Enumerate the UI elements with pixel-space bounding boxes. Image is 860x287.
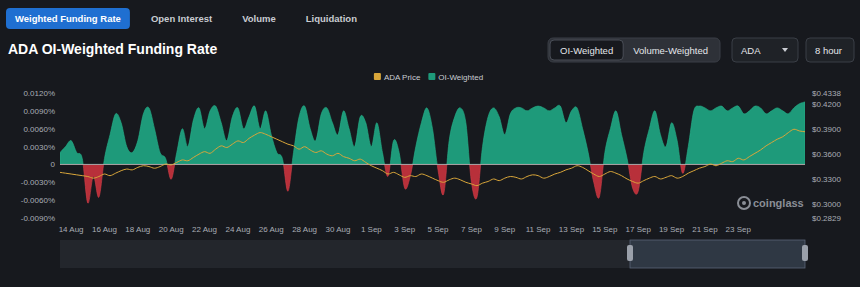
y2-tick-label: $0.4338 [812,89,841,98]
x-tick-label: 19 Sep [659,225,685,234]
legend-swatch [428,73,435,80]
funding-area-negative [60,164,805,203]
x-tick-label: 5 Sep [428,225,449,234]
legend-item[interactable]: OI-Weighted [428,73,483,82]
watermark: coinglass [738,197,804,209]
y-tick-label: 0 [51,160,56,169]
plot-area [60,102,805,203]
selector-box [806,38,854,62]
toggle-option-label: Volume-Weighted [633,45,708,56]
y2-tick-label: $0.3300 [812,175,841,184]
navigator-window [630,240,805,268]
tab-label: Weighted Funding Rate [15,13,121,24]
toggle-option-label: OI-Weighted [560,45,613,56]
legend: ADA Price OI-Weighted [374,73,483,82]
tab[interactable]: Weighted Funding Rate [6,8,130,29]
x-tick-label: 28 Aug [292,225,317,234]
y-tick-label: 0.0060% [23,125,55,134]
x-tick-label: 3 Sep [394,225,415,234]
toggle-option-bg [623,40,718,60]
tab-label: Open Interest [151,13,213,24]
y2-tick-label: $0.3000 [812,200,841,209]
watermark-icon-dot [742,201,746,205]
y2-tick-label: $0.4200 [812,100,841,109]
toggle-option[interactable]: OI-Weighted [550,40,623,60]
toggle-group: OI-Weighted Volume-Weighted [548,38,720,62]
legend-swatch [374,73,381,80]
legend-label: OI-Weighted [438,73,483,82]
y-tick-label: 0.0090% [23,107,55,116]
y-tick-label: -0.0030% [21,178,55,187]
x-tick-label: 18 Aug [125,225,150,234]
background [0,0,860,287]
watermark-icon [738,197,750,209]
tab-background [6,8,130,29]
x-tick-label: 7 Sep [461,225,482,234]
selector-label: 8 hour [815,45,842,56]
y-tick-label: 0.0120% [23,89,55,98]
tab-background [297,8,366,29]
x-tick-label: 21 Sep [692,225,718,234]
tab-background [142,8,221,29]
x-tick-label: 30 Aug [326,225,351,234]
y2-tick-label: $0.3600 [812,150,841,159]
tab-background [233,8,285,29]
watermark-label: coinglass [753,197,804,209]
toggle-option[interactable]: Volume-Weighted [623,40,718,60]
x-tick-label: 16 Aug [92,225,117,234]
x-tick-label: 13 Sep [559,225,585,234]
y-tick-label: 0.0030% [23,143,55,152]
tab[interactable]: Volume [233,8,285,29]
tab-label: Volume [242,13,276,24]
x-tick-label: 9 Sep [494,225,515,234]
positive-area-group [60,102,805,164]
navigator [60,240,808,268]
tab[interactable]: Open Interest [142,8,221,29]
selector[interactable]: ADA [732,38,798,62]
negative-area-group [60,164,805,203]
caret [782,48,788,52]
funding-area-positive [60,102,805,164]
price-line [60,129,805,185]
x-tick-label: 14 Aug [59,225,84,234]
y2-tick-label: $0.3900 [812,125,841,134]
selector-label: ADA [741,45,761,56]
x-tick-label: 26 Aug [259,225,284,234]
navigator-handle[interactable] [627,245,633,261]
x-tick-label: 23 Sep [726,225,752,234]
x-tick-label: 11 Sep [526,225,551,234]
selector[interactable]: 8 hour [806,38,854,62]
x-tick-label: 22 Aug [192,225,217,234]
x-tick-label: 17 Sep [626,225,652,234]
tab-label: Liquidation [306,13,357,24]
y2-tick-label: $0.2829 [812,214,841,223]
navigator-handle[interactable] [802,245,808,261]
toggle-frame [548,38,720,62]
legend-label: ADA Price [384,73,421,82]
selector-box [732,38,798,62]
x-tick-label: 24 Aug [225,225,250,234]
y-tick-label: -0.0090% [21,214,55,223]
x-tick-label: 1 Sep [361,225,382,234]
x-tick-label: 15 Sep [592,225,618,234]
navigator-track [60,240,805,268]
legend-item[interactable]: ADA Price [374,73,421,82]
toggle-option-bg [550,40,623,60]
y-tick-label: -0.0060% [21,196,55,205]
tab[interactable]: Liquidation [297,8,366,29]
x-tick-label: 20 Aug [159,225,184,234]
chart-root: Weighted Funding Rate Open Interest Volume… [0,0,860,287]
title: ADA OI-Weighted Funding Rate [8,41,217,57]
